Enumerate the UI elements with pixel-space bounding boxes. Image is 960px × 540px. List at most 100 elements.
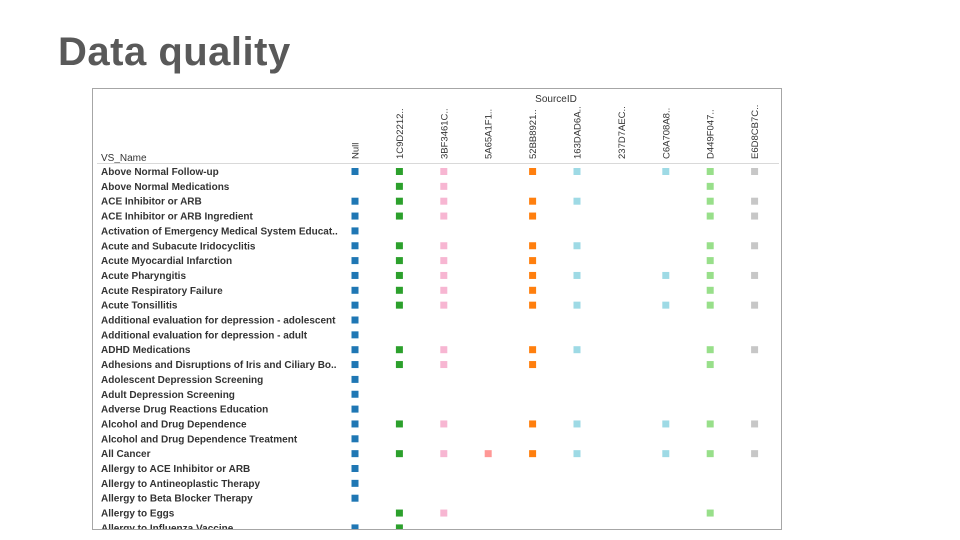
row-header-title: VS_Name: [101, 153, 147, 164]
column-label: 1C9D2212..: [395, 108, 406, 159]
presence-mark: [351, 271, 359, 279]
presence-mark: [351, 286, 359, 294]
presence-mark: [395, 271, 403, 279]
row-label: Adverse Drug Reactions Education: [101, 405, 268, 416]
presence-mark: [706, 212, 714, 220]
presence-mark: [351, 316, 359, 324]
presence-mark: [395, 242, 403, 250]
row-label: Allergy to ACE Inhibitor or ARB: [101, 464, 250, 475]
row-label: Alcohol and Drug Dependence: [101, 419, 247, 430]
presence-mark: [484, 450, 492, 458]
presence-mark: [351, 420, 359, 428]
presence-mark: [395, 524, 403, 529]
presence-mark: [751, 301, 759, 309]
row-label: Allergy to Influenza Vaccine: [101, 523, 234, 530]
presence-mark: [351, 168, 359, 175]
presence-mark: [529, 286, 537, 294]
row-label: Adult Depression Screening: [101, 390, 235, 401]
presence-mark: [573, 168, 581, 175]
presence-mark: [706, 450, 714, 458]
presence-mark: [529, 271, 537, 279]
presence-mark: [440, 346, 448, 354]
presence-mark: [395, 168, 403, 175]
presence-mark: [529, 242, 537, 250]
presence-mark: [706, 271, 714, 279]
column-label: 163DAD6A..: [573, 106, 584, 159]
presence-mark: [440, 242, 448, 250]
row-label: Allergy to Antineoplastic Therapy: [101, 479, 261, 490]
presence-mark: [440, 257, 448, 265]
presence-mark: [351, 479, 359, 487]
column-label: C6A708A8..: [661, 108, 672, 159]
heatmap-svg: SourceID VS_Name Null 1C9D2212.. 3BF3461C.. 5…: [97, 94, 779, 530]
presence-mark: [351, 405, 359, 413]
column-label: 52BB8921..: [528, 109, 539, 159]
row-label: Additional evaluation for depression - a…: [101, 330, 308, 341]
row-label: Adhesions and Disruptions of Iris and Ci…: [101, 360, 337, 371]
row-label: Acute and Subacute Iridocyclitis: [101, 241, 256, 252]
presence-mark: [440, 509, 448, 517]
row-label: Above Normal Follow-up: [101, 167, 219, 178]
presence-mark: [662, 168, 670, 175]
presence-mark: [351, 390, 359, 398]
presence-mark: [440, 212, 448, 220]
presence-mark: [706, 286, 714, 294]
presence-mark: [395, 257, 403, 265]
row-label: Allergy to Eggs: [101, 509, 175, 520]
presence-mark: [751, 242, 759, 250]
presence-mark: [529, 361, 537, 369]
presence-mark: [440, 182, 448, 190]
row-label: Above Normal Medications: [101, 182, 230, 193]
presence-mark: [440, 271, 448, 279]
presence-mark: [351, 257, 359, 265]
row-label: Acute Pharyngitis: [101, 271, 186, 282]
presence-mark: [662, 301, 670, 309]
presence-mark: [351, 242, 359, 250]
row-label: Acute Tonsillitis: [101, 301, 178, 312]
presence-mark: [662, 271, 670, 279]
presence-mark: [751, 212, 759, 220]
presence-mark: [529, 168, 537, 175]
row-label: ACE Inhibitor or ARB Ingredient: [101, 212, 254, 223]
presence-mark: [706, 301, 714, 309]
row-label: Additional evaluation for depression - a…: [101, 316, 336, 327]
column-label: 237D7AEC..: [617, 106, 628, 159]
presence-mark: [751, 197, 759, 205]
presence-mark: [395, 182, 403, 190]
presence-mark: [706, 168, 714, 175]
presence-mark: [440, 197, 448, 205]
presence-mark: [573, 242, 581, 250]
presence-mark: [440, 361, 448, 369]
presence-mark: [529, 346, 537, 354]
row-label: ACE Inhibitor or ARB: [101, 197, 202, 208]
presence-mark: [573, 420, 581, 428]
presence-mark: [440, 420, 448, 428]
presence-mark: [706, 509, 714, 517]
presence-mark: [751, 271, 759, 279]
presence-mark: [351, 465, 359, 472]
column-label: 5A65A1F1..: [484, 109, 495, 159]
presence-mark: [351, 375, 359, 383]
presence-mark: [529, 420, 537, 428]
presence-mark: [351, 301, 359, 309]
presence-mark: [573, 346, 581, 354]
column-label: D449F047..: [706, 109, 717, 159]
presence-mark: [440, 301, 448, 309]
presence-mark: [706, 361, 714, 369]
presence-mark: [395, 346, 403, 354]
presence-mark: [751, 450, 759, 458]
presence-mark: [529, 257, 537, 265]
presence-mark: [706, 346, 714, 354]
presence-mark: [395, 509, 403, 517]
presence-mark: [662, 420, 670, 428]
row-label: Adolescent Depression Screening: [101, 375, 263, 386]
data-quality-heatmap[interactable]: SourceID VS_Name Null 1C9D2212.. 3BF3461C.. 5…: [92, 88, 782, 530]
presence-mark: [529, 212, 537, 220]
column-header-title: SourceID: [535, 94, 577, 105]
presence-mark: [351, 524, 359, 529]
presence-mark: [351, 212, 359, 220]
presence-mark: [351, 227, 359, 235]
presence-mark: [395, 361, 403, 369]
row-label: Allergy to Beta Blocker Therapy: [101, 494, 253, 505]
presence-mark: [395, 197, 403, 205]
